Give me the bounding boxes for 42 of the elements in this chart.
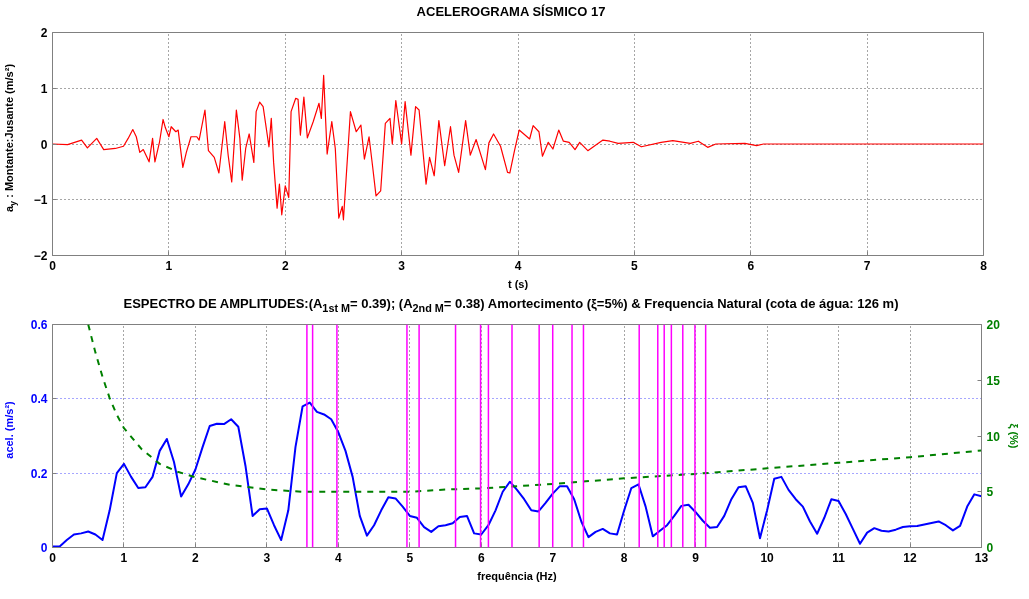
x-tick-label: 7 bbox=[549, 550, 557, 565]
y2-tick-label: 5 bbox=[986, 485, 994, 500]
x-tick-label: 12 bbox=[903, 550, 918, 565]
x-tick-label: 2 bbox=[192, 550, 200, 565]
x-tick-label: 2 bbox=[281, 258, 289, 273]
x-tick-label: 4 bbox=[335, 550, 343, 565]
y-tick-label: 0.2 bbox=[30, 466, 48, 481]
y-tick-label: 0 bbox=[40, 541, 48, 555]
x-tick-label: 8 bbox=[620, 550, 628, 565]
line-series bbox=[52, 74, 984, 221]
x-tick-label: 6 bbox=[747, 258, 755, 273]
x-tick-label: 6 bbox=[477, 550, 485, 565]
x-tick-label: 4 bbox=[514, 258, 522, 273]
x-tick-label: 5 bbox=[631, 258, 639, 273]
y2-axis-title: ξ (%) bbox=[1006, 423, 1020, 449]
y-tick-label: 2 bbox=[40, 26, 48, 40]
y-axis-title: acel. (m/s²) bbox=[2, 400, 16, 461]
y-tick-label: 0.4 bbox=[30, 392, 48, 407]
y2-tick-label: 0 bbox=[986, 541, 994, 555]
x-tick-label: 3 bbox=[263, 550, 271, 565]
x-tick-label: 9 bbox=[692, 550, 700, 565]
y-tick-label: 1 bbox=[40, 81, 48, 96]
chart-title: ESPECTRO DE AMPLITUDES:(A$_{1st M}$= 0.39); (A$_{2nd M}$= 0.38) Amortecimento (ξ=5%) & Frequencia Natural (cota de água: 126 m) bbox=[122, 296, 900, 316]
y-tick-label: 0 bbox=[40, 137, 48, 152]
y-tick-label: 0.6 bbox=[30, 318, 48, 332]
x-tick-label: 10 bbox=[760, 550, 775, 565]
x-tick-label: 1 bbox=[165, 258, 173, 273]
y2-tick-label: 20 bbox=[986, 318, 1001, 332]
chart-title: ACELEROGRAMA SÍSMICO 17 bbox=[415, 4, 607, 20]
line-series bbox=[87, 324, 982, 493]
x-axis-title: frequência (Hz) bbox=[477, 569, 558, 582]
x-tick-label: 3 bbox=[398, 258, 406, 273]
x-tick-label: 8 bbox=[980, 258, 988, 273]
y-tick-label: −1 bbox=[33, 193, 48, 208]
x-tick-label: 7 bbox=[863, 258, 871, 273]
x-tick-label: 1 bbox=[120, 550, 128, 565]
x-axis-title: t (s) bbox=[507, 277, 529, 290]
x-tick-label: 11 bbox=[832, 550, 846, 565]
y2-tick-label: 15 bbox=[986, 373, 1001, 388]
x-tick-label: 5 bbox=[406, 550, 414, 565]
y2-tick-label: 10 bbox=[986, 429, 1001, 444]
y-tick-label: −2 bbox=[33, 249, 48, 263]
